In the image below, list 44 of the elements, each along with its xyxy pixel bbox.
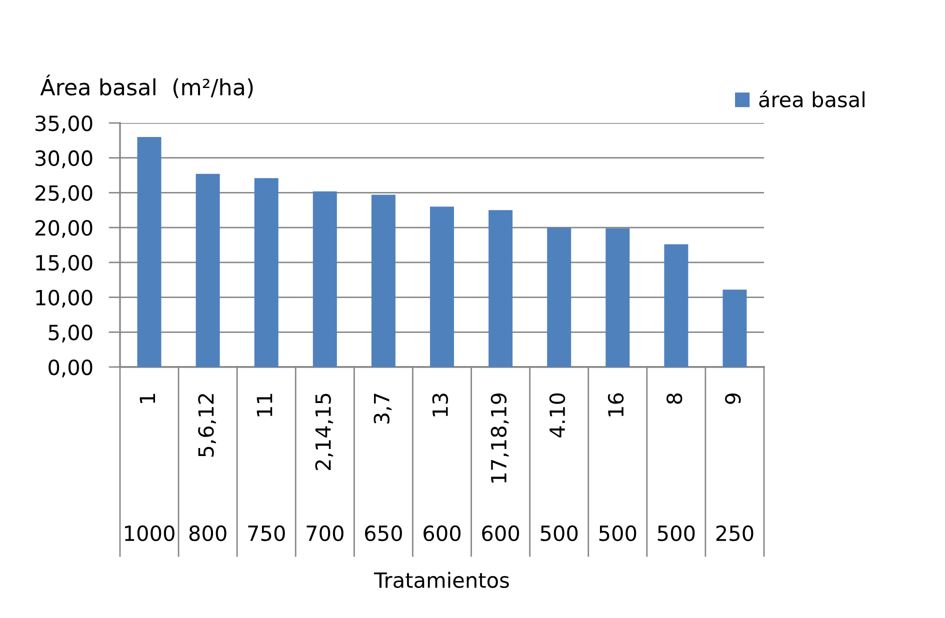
bar — [664, 244, 688, 367]
x-tick-label: 17,18,19 — [490, 393, 509, 482]
x-tick-label: 5,6,12 — [198, 394, 216, 457]
bar — [312, 191, 337, 367]
x-tick-label: 16 — [608, 393, 624, 416]
bar — [371, 194, 396, 367]
y-tick-label: 20,00 — [35, 220, 92, 238]
text: 600 — [482, 525, 520, 542]
text: 700 — [306, 525, 344, 542]
text: 650 — [365, 525, 402, 542]
x-axis-title: Tratamientos — [374, 572, 509, 588]
text: 500 — [540, 525, 578, 542]
bar — [488, 210, 513, 367]
bar — [254, 178, 278, 367]
x-tick-label: 8 — [666, 393, 682, 404]
y-tick-label: 5,00 — [48, 324, 92, 342]
text: 800 — [189, 525, 226, 542]
bar — [137, 136, 162, 367]
text: 750 — [248, 525, 285, 542]
x-tick-label: 1 — [140, 394, 156, 403]
y-tick-label: 25,00 — [35, 185, 92, 204]
x-tick-label: 2,14,15 — [315, 394, 334, 470]
y-tick-label: 15,00 — [36, 254, 92, 273]
bar — [196, 174, 220, 367]
bar — [547, 228, 572, 367]
x-tick-label: 13 — [432, 394, 448, 416]
text: 1000 — [125, 525, 174, 542]
y-axis-title: Área basal (m²/ha) — [40, 74, 253, 98]
bar — [606, 228, 630, 367]
bar — [722, 290, 747, 367]
x-tick-label: 3,7 — [374, 394, 392, 424]
y-tick-label: 0,00 — [48, 359, 92, 378]
legend-label: área basal — [759, 90, 864, 108]
y-tick-label: 35,00 — [36, 115, 92, 134]
text: 250 — [716, 525, 754, 542]
y-tick-label: 10,00 — [36, 290, 92, 308]
text: 500 — [599, 525, 636, 542]
text: 500 — [658, 525, 695, 542]
y-tick-label: 30,00 — [36, 150, 92, 168]
text: 600 — [424, 525, 460, 542]
x-tick-label: 9 — [725, 393, 741, 404]
x-tick-label: 4.10 — [549, 393, 566, 438]
x-tick-label: 11 — [256, 394, 272, 416]
bar — [430, 206, 454, 367]
